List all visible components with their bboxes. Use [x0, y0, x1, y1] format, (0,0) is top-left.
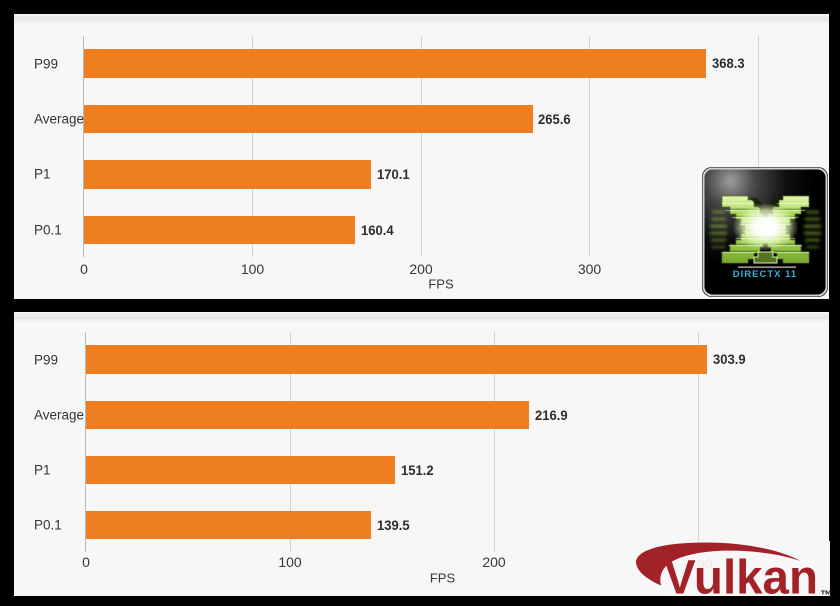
svg-text:Vulkan: Vulkan	[664, 552, 818, 605]
svg-text:™: ™	[820, 588, 833, 602]
svg-text:00: 00	[697, 556, 713, 572]
svg-text:DIRECTX 11: DIRECTX 11	[733, 269, 797, 280]
